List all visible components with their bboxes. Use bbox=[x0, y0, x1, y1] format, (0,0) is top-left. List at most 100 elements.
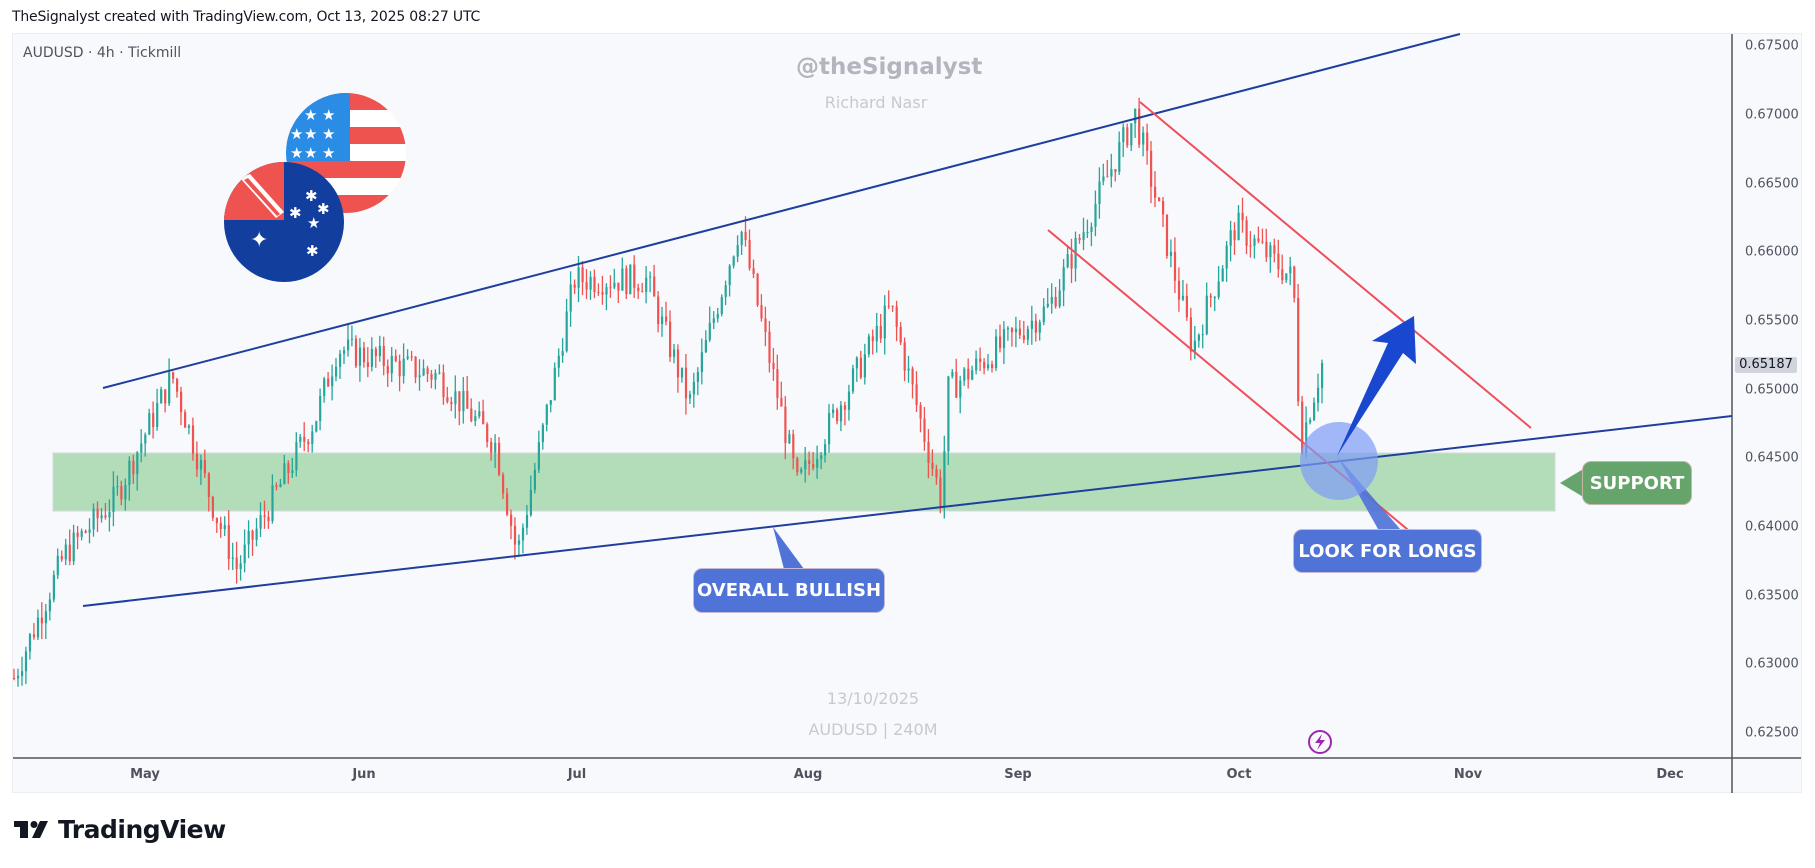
candle-body bbox=[1106, 176, 1109, 178]
candle-body bbox=[1301, 401, 1304, 453]
candle-body bbox=[1173, 251, 1177, 281]
candle-body bbox=[613, 282, 616, 288]
candle-body bbox=[883, 305, 886, 339]
candle-body bbox=[895, 306, 898, 327]
candle-body bbox=[116, 486, 119, 487]
candle-body bbox=[1118, 142, 1121, 172]
candle-body bbox=[96, 508, 99, 519]
candle-body bbox=[565, 311, 568, 352]
price-tick: 0.67500 bbox=[1745, 38, 1799, 54]
focus-circle[interactable] bbox=[1300, 422, 1378, 500]
candle-body bbox=[180, 391, 183, 413]
candle-body bbox=[1154, 186, 1157, 198]
lightning-icon[interactable] bbox=[1308, 730, 1332, 754]
candle-body bbox=[764, 318, 767, 332]
candle-body bbox=[1241, 212, 1244, 221]
svg-text:★: ★ bbox=[307, 214, 320, 232]
candle-body bbox=[80, 530, 83, 537]
svg-text:★: ★ bbox=[322, 125, 335, 143]
candle-body bbox=[676, 349, 680, 378]
candle-body bbox=[688, 394, 692, 399]
candle-body bbox=[327, 378, 330, 387]
candle-body bbox=[144, 434, 147, 444]
candle-body bbox=[931, 463, 934, 469]
candle-body bbox=[855, 357, 858, 369]
candle-body bbox=[1209, 295, 1212, 298]
candle-body bbox=[56, 555, 59, 576]
candle-body bbox=[490, 442, 493, 453]
candle-body bbox=[92, 508, 95, 530]
candle-body bbox=[1134, 108, 1137, 124]
candle-body bbox=[446, 397, 449, 402]
price-tick: 0.65500 bbox=[1745, 313, 1799, 329]
candle-body bbox=[347, 339, 350, 351]
candle-body bbox=[88, 529, 91, 533]
candle-body bbox=[593, 276, 596, 292]
candle-body bbox=[1094, 204, 1097, 227]
bullish-arrow-icon[interactable] bbox=[1337, 316, 1416, 456]
candle-body bbox=[223, 525, 226, 530]
candle-body bbox=[557, 355, 560, 368]
svg-text:★: ★ bbox=[304, 125, 317, 143]
candle-body bbox=[335, 366, 338, 377]
look-for-longs-label[interactable]: LOOK FOR LONGS bbox=[1293, 529, 1482, 573]
candle-body bbox=[358, 347, 362, 366]
candle-body bbox=[72, 532, 75, 562]
candle-body bbox=[1165, 214, 1169, 256]
candle-body bbox=[36, 617, 40, 638]
candle-body bbox=[390, 355, 393, 374]
candle-body bbox=[502, 474, 505, 494]
symbol-info: AUDUSD · 4h · Tickmill bbox=[23, 45, 182, 61]
price-tick: 0.67000 bbox=[1745, 107, 1799, 123]
tradingview-branding[interactable]: TradingView bbox=[14, 815, 226, 844]
candle-body bbox=[1273, 245, 1276, 254]
candle-body bbox=[418, 375, 421, 378]
candle-body bbox=[979, 358, 982, 363]
candle-body bbox=[1257, 238, 1260, 242]
candle-body bbox=[1150, 150, 1153, 187]
candle-body bbox=[239, 563, 242, 569]
candle-body bbox=[712, 318, 715, 323]
candle-body bbox=[684, 367, 688, 399]
candle-body bbox=[466, 391, 469, 409]
candle-body bbox=[124, 485, 127, 500]
price-tick: 0.64000 bbox=[1745, 519, 1799, 535]
svg-text:★: ★ bbox=[304, 106, 317, 124]
candle-body bbox=[1289, 266, 1292, 274]
candle-body bbox=[350, 338, 354, 340]
au-flag-icon: ✱✱✱★✦ ✱ bbox=[224, 162, 344, 282]
candle-body bbox=[513, 525, 517, 545]
candle-body bbox=[641, 291, 644, 293]
descending-channel-upper-line[interactable] bbox=[1139, 101, 1532, 429]
candle-body bbox=[569, 284, 572, 312]
candle-body bbox=[812, 464, 815, 468]
price-tick: 0.63000 bbox=[1745, 656, 1799, 672]
upper-trendline[interactable] bbox=[102, 33, 1461, 389]
candle-body bbox=[804, 460, 807, 470]
lower-trendline[interactable] bbox=[82, 415, 1733, 607]
support-label[interactable]: SUPPORT bbox=[1582, 461, 1692, 505]
candle-body bbox=[963, 368, 966, 381]
watermark-author: Richard Nasr bbox=[824, 93, 928, 112]
svg-text:✱: ✱ bbox=[289, 204, 302, 222]
candle-body bbox=[692, 381, 695, 395]
candle-body bbox=[275, 485, 278, 488]
candle-body bbox=[1181, 295, 1185, 300]
candle-body bbox=[506, 493, 509, 515]
candle-body bbox=[271, 485, 274, 522]
candle-body bbox=[343, 350, 346, 354]
overall-bullish-label[interactable]: OVERALL BULLISH bbox=[693, 568, 885, 613]
candle-body bbox=[899, 326, 902, 343]
candle-body bbox=[219, 523, 222, 529]
candle-body bbox=[533, 469, 536, 490]
candle-body bbox=[541, 424, 544, 443]
candle-body bbox=[907, 368, 910, 371]
candle-body bbox=[708, 322, 711, 341]
candle-body bbox=[967, 368, 970, 380]
candle-body bbox=[315, 421, 318, 432]
candle-body bbox=[1237, 212, 1240, 241]
candle-body bbox=[1213, 297, 1216, 299]
candle-body bbox=[295, 442, 298, 471]
candle-body bbox=[462, 391, 465, 412]
